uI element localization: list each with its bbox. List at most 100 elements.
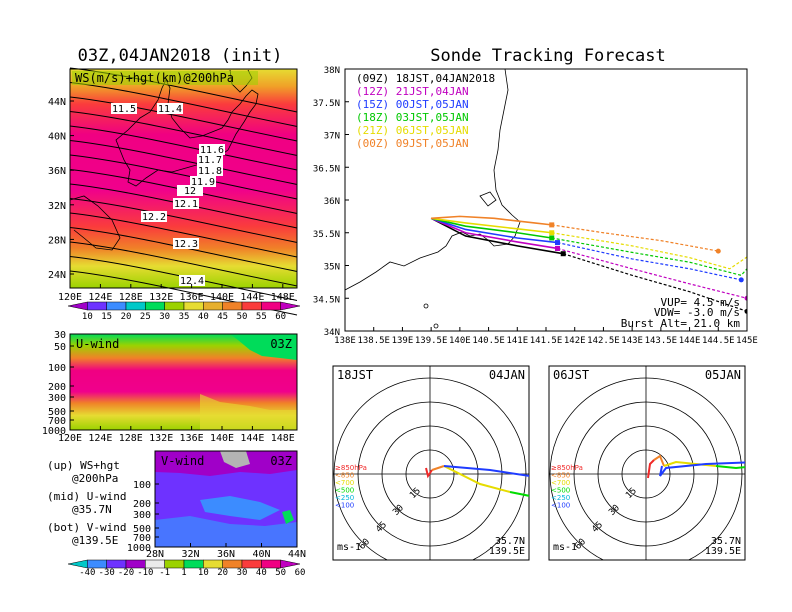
colorbar-label: 25 bbox=[140, 312, 151, 322]
polar-level-label: ≥850hPa bbox=[335, 464, 367, 472]
contour-label-bg bbox=[177, 185, 203, 196]
contour-labels: 11.5 11.4 11.611.711.811.912 12.1 12.2 12.3 12… bbox=[111, 103, 225, 287]
track-x-label: 141E bbox=[506, 336, 528, 346]
colorbar-end bbox=[67, 559, 88, 569]
contour-label-bg bbox=[141, 211, 167, 222]
v-x-label: 28N bbox=[146, 549, 164, 560]
height-contour bbox=[69, 227, 298, 272]
note-mid-level: @35.7N bbox=[72, 503, 112, 516]
track-y-label: 35N bbox=[324, 263, 340, 273]
v-y-label: 100 bbox=[133, 480, 151, 491]
right-title: Sonde Tracking Forecast bbox=[430, 46, 665, 66]
track-x-label: 142E bbox=[564, 336, 586, 346]
track-dashed bbox=[563, 253, 747, 312]
lon-label: 144E bbox=[240, 292, 264, 303]
lat-label: 28N bbox=[48, 235, 66, 246]
v-wind-upper-patch bbox=[155, 451, 297, 476]
contour-label-bg bbox=[157, 103, 183, 114]
track-solid bbox=[430, 217, 564, 255]
colorbar-swatch bbox=[87, 559, 107, 569]
contour-label-bg bbox=[197, 154, 223, 165]
u-x-label: 128E bbox=[119, 433, 143, 444]
contour-label: 12 bbox=[184, 186, 196, 197]
track-x-label: 143.5E bbox=[645, 336, 678, 346]
track-solid bbox=[430, 217, 552, 239]
lat-label: 24N bbox=[48, 270, 66, 281]
v-x-label: 44N bbox=[288, 549, 306, 560]
track-legend: (09Z) 18JST,04JAN2018(12Z) 21JST,04JAN(1… bbox=[356, 72, 495, 150]
v-wind-mid-patch bbox=[200, 496, 280, 520]
hodograph-segment bbox=[653, 454, 665, 467]
height-contour bbox=[69, 169, 298, 214]
height-contours bbox=[69, 67, 298, 316]
hodograph-segment bbox=[659, 461, 745, 477]
annotation-vdw: VDW= -3.0 m/s bbox=[654, 306, 740, 319]
colorbar-label: -30 bbox=[99, 568, 115, 578]
colorbar-label: -10 bbox=[137, 568, 153, 578]
track-x-label: 139E bbox=[392, 336, 414, 346]
polar-time: 18JST bbox=[337, 368, 373, 382]
colorbar-end bbox=[67, 301, 88, 311]
height-contour bbox=[69, 183, 298, 229]
note-up-level: @200hPa bbox=[72, 472, 118, 485]
left-title: 03Z,04JAN2018 (init) bbox=[78, 46, 283, 66]
landing-marker bbox=[756, 253, 761, 258]
hodograph-segment bbox=[530, 496, 545, 500]
v-wind-green-patch bbox=[282, 510, 294, 524]
u-x-label: 124E bbox=[88, 433, 112, 444]
contour-label: 11.4 bbox=[158, 104, 182, 115]
polar-lon: 139.5E bbox=[705, 546, 741, 557]
colorbar-label: 55 bbox=[256, 312, 267, 322]
colorbar-label: 40 bbox=[198, 312, 209, 322]
polar-lat: 35.7N bbox=[495, 536, 525, 547]
u-y-label: 30 bbox=[54, 330, 66, 341]
track-x-ticks: 138E 138.5E 139E 139.5E 140E 140.5E 141E 141.5E… bbox=[334, 327, 758, 346]
track-x-label: 145E bbox=[736, 336, 758, 346]
contour-label: 11.7 bbox=[198, 155, 222, 166]
island-tiny bbox=[433, 323, 439, 329]
track-x-label: 142.5E bbox=[587, 336, 620, 346]
v-x-label: 40N bbox=[252, 549, 270, 560]
polar-lat: 35.7N bbox=[711, 536, 741, 547]
note-mid: (mid) U-wind bbox=[47, 490, 126, 503]
ws-field bbox=[70, 69, 297, 288]
u-wind-time: 03Z bbox=[270, 337, 292, 351]
u-y-label: 200 bbox=[48, 382, 66, 393]
v-wind-label: V-wind bbox=[161, 454, 204, 468]
colorbar-swatch bbox=[87, 301, 107, 311]
track-legend-entry: (15Z) 00JST,05JAN bbox=[356, 98, 469, 111]
colorbar-swatch bbox=[106, 301, 127, 311]
height-contour bbox=[69, 212, 298, 258]
colorbar-swatch bbox=[164, 559, 185, 569]
u-x-label: 144E bbox=[240, 433, 264, 444]
lon-label: 120E bbox=[58, 292, 82, 303]
coastline-china bbox=[69, 195, 121, 251]
v-wind-time: 03Z bbox=[270, 454, 292, 468]
landing-marker bbox=[756, 247, 761, 252]
colorbar-label: 60 bbox=[275, 312, 286, 322]
contour-label-bg bbox=[199, 144, 225, 155]
colorbar-swatch bbox=[145, 301, 165, 311]
burst-marker bbox=[554, 240, 560, 246]
contour-label: 11.6 bbox=[200, 145, 224, 156]
u-x-label: 120E bbox=[58, 433, 82, 444]
track-y-label: 36.5N bbox=[313, 164, 340, 174]
u-y-label: 700 bbox=[48, 416, 66, 427]
lon-label: 124E bbox=[88, 292, 112, 303]
landing-marker bbox=[738, 277, 744, 283]
u-x-label: 132E bbox=[149, 433, 173, 444]
track-legend-entry: (00Z) 09JST,05JAN bbox=[356, 137, 469, 150]
colorbar-label: 30 bbox=[237, 568, 248, 578]
hodograph-segment bbox=[647, 459, 655, 479]
hodograph-segment bbox=[443, 465, 529, 477]
island-small bbox=[423, 303, 429, 309]
v-x-label: 36N bbox=[217, 549, 235, 560]
lat-label: 36N bbox=[48, 166, 66, 177]
lon-label: 140E bbox=[210, 292, 234, 303]
polar-level-label: ≥850hPa bbox=[551, 464, 583, 472]
lat-label: 44N bbox=[48, 97, 66, 108]
contour-label: 11.8 bbox=[198, 166, 222, 177]
landing-marker bbox=[744, 308, 747, 314]
